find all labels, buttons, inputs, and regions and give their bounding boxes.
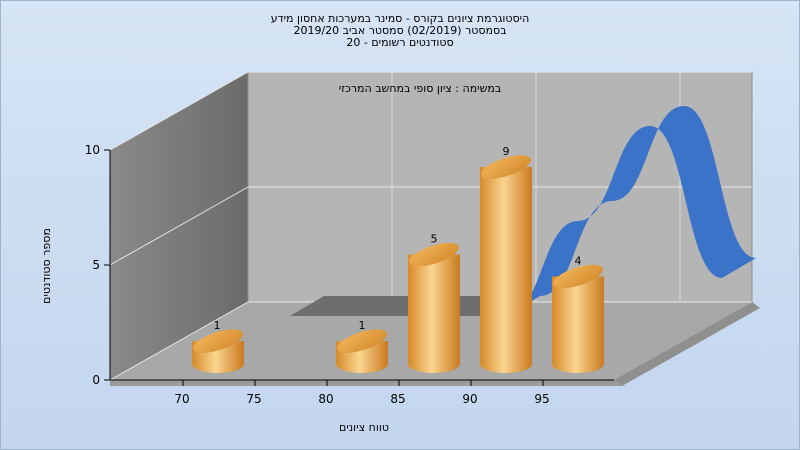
chart-title-line-3: סטודנטים רשומים - 20 (346, 36, 454, 49)
bar-value-label: 5 (431, 233, 438, 246)
y-axis: 0 5 10 (85, 143, 111, 387)
bar-cap (193, 329, 243, 353)
chart-title-line-1: היסטוגרמת ציונים בקורס - סמינר במערכות א… (270, 12, 530, 25)
x-tick-label: 75 (246, 392, 261, 406)
floor-right-edge (614, 302, 760, 386)
y-tick-label: 0 (92, 373, 100, 387)
bar-body (552, 276, 604, 373)
x-tick-label: 70 (174, 392, 189, 406)
bar-cap (337, 329, 387, 353)
x-tick-label: 90 (462, 392, 477, 406)
grid-line-side (109, 186, 249, 266)
y-tick-label: 10 (85, 143, 100, 157)
bar-cap (553, 264, 603, 289)
grid-line-side (109, 301, 249, 381)
bar-value-label: 9 (503, 145, 510, 158)
x-tick-label: 95 (534, 392, 549, 406)
bar: 5 (408, 233, 460, 373)
x-tick-label: 80 (318, 392, 333, 406)
floor-front-edge (110, 380, 622, 386)
bar-body (480, 167, 532, 373)
bar-value-label: 1 (359, 319, 366, 332)
chart-title-line-2: בסמסטר (02/2019) סמסטר אביב 2019/20 (293, 24, 507, 37)
bar-value-label: 4 (575, 254, 582, 267)
x-axis-title: טווח ציונים (339, 421, 389, 434)
bar: 9 (480, 145, 532, 373)
back-series-ribbon (506, 106, 756, 316)
x-axis: 70 75 80 85 90 95 (110, 379, 614, 406)
bar-cap (481, 155, 531, 179)
bar: 1 (336, 319, 388, 373)
bar: 1 (192, 319, 244, 373)
bar-body (408, 254, 460, 373)
x-tick-label: 85 (390, 392, 405, 406)
bar-value-label: 1 (214, 319, 221, 332)
y-axis-title: מספר סטודנטים (40, 228, 53, 304)
bar-series: 1 1 5 9 4 (192, 145, 604, 373)
y-tick-label: 5 (92, 258, 100, 272)
bar: 4 (552, 254, 604, 373)
bar-cap (409, 242, 459, 267)
grid-line-side (109, 71, 249, 151)
chart-subtitle: במשימה : ציון סופי במחשב המרכזי (339, 82, 502, 95)
